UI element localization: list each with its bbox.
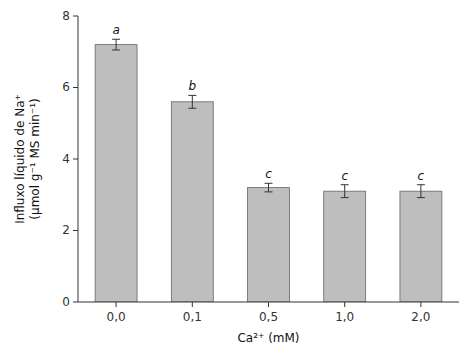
annotation: b <box>188 79 196 93</box>
x-tick <box>268 302 269 307</box>
bar <box>171 102 213 302</box>
x-tick <box>192 302 193 307</box>
error-bar <box>265 183 273 192</box>
chart: a b c c c 0 2 4 6 8 0,0 0,1 0,5 1,0 2,0 Ca²⁺ (mM) Influx… <box>0 0 473 352</box>
annotation: a <box>112 23 119 37</box>
y-tick-label: 8 <box>62 9 70 23</box>
bar <box>248 188 290 302</box>
chart-container: a b c c c 0 2 4 6 8 0,0 0,1 0,5 1,0 2,0 Ca²⁺ (mM) Influx… <box>0 0 473 352</box>
y-tick-label: 2 <box>62 223 70 237</box>
x-tick-label: 0,0 <box>107 310 126 324</box>
bar <box>324 191 366 302</box>
x-tick-label: 1,0 <box>335 310 354 324</box>
y-tick <box>73 230 78 231</box>
error-bar <box>112 39 120 50</box>
x-tick-label: 0,5 <box>259 310 278 324</box>
bar <box>95 45 137 302</box>
error-bar <box>188 95 196 108</box>
y-tick <box>73 302 78 303</box>
y-axis-label-line: Influxo líquido de Na⁺ <box>13 94 27 224</box>
y-tick <box>73 87 78 88</box>
y-tick-label: 0 <box>62 295 70 309</box>
y-tick <box>73 159 78 160</box>
x-tick <box>116 302 117 307</box>
annotation: c <box>341 169 348 183</box>
x-tick-label: 2,0 <box>411 310 430 324</box>
error-bar <box>417 185 425 198</box>
annotation: c <box>418 169 425 183</box>
plot-area <box>95 39 442 302</box>
y-axis-label: Influxo líquido de Na⁺(μmol g⁻¹ MS min⁻¹… <box>13 94 42 224</box>
x-tick <box>420 302 421 307</box>
x-tick <box>344 302 345 307</box>
y-axis-label-line: (μmol g⁻¹ MS min⁻¹) <box>28 98 42 219</box>
x-tick-label: 0,1 <box>183 310 202 324</box>
error-bar <box>341 185 349 198</box>
y-tick-label: 4 <box>62 152 70 166</box>
y-tick-label: 6 <box>62 80 70 94</box>
bar <box>400 191 442 302</box>
annotation: c <box>265 167 272 181</box>
x-axis-label: Ca²⁺ (mM) <box>237 331 299 345</box>
y-tick <box>73 16 78 17</box>
